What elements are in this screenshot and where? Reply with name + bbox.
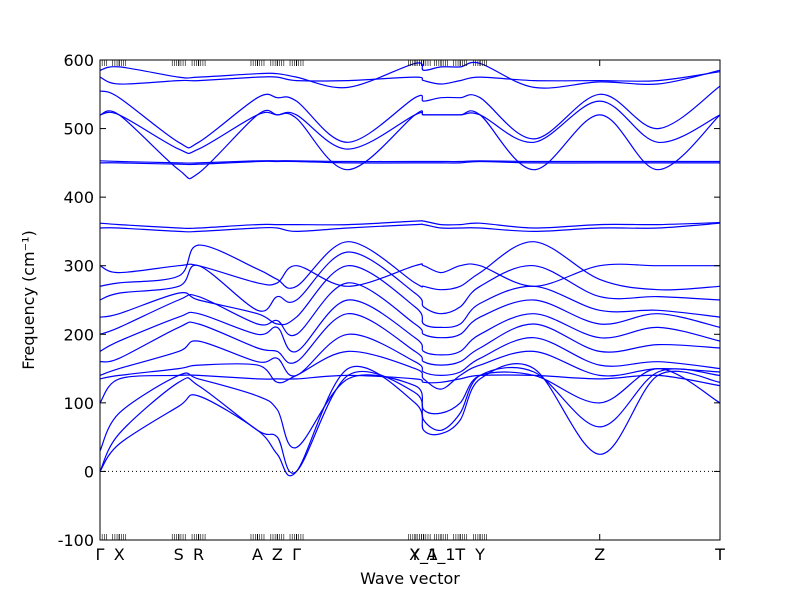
band-line-20 [99, 85, 721, 149]
band-line-4 [99, 374, 721, 404]
series-layer [99, 61, 721, 477]
band-line-1 [99, 363, 721, 477]
y-tick-label: 200 [63, 325, 94, 344]
band-line-14 [99, 222, 721, 233]
x-tick-label: A [252, 545, 263, 564]
y-tick-label: 300 [63, 257, 94, 276]
band-line-21 [99, 71, 721, 85]
band-line-12 [99, 241, 721, 291]
band-line-19 [99, 100, 721, 155]
x-axis: Γ X S R A Z Γ YX_1A_1 T Y Z T [96, 60, 725, 565]
band-line-9 [99, 282, 721, 339]
x-axis-label: Wave vector [360, 569, 460, 588]
band-line-8 [99, 299, 721, 356]
x-tick-label: S [174, 545, 184, 564]
x-tick-label: T [454, 545, 465, 564]
x-tick-label: X [114, 545, 125, 564]
band-line-13 [99, 263, 720, 287]
y-axis: -100 0 100 200 300 400 500 600 [58, 51, 720, 550]
y-tick-label: 400 [63, 188, 94, 207]
y-tick-label: 100 [63, 394, 94, 413]
band-line-7 [99, 313, 721, 366]
x-tick-label: R [193, 545, 204, 564]
band-line-6 [99, 333, 721, 377]
x-tick-label: T [714, 545, 725, 564]
band-line-5 [99, 350, 721, 390]
plot-area-background [100, 60, 720, 540]
band-line-10 [99, 265, 721, 329]
y-tick-label: -100 [58, 531, 94, 550]
band-line-2 [99, 366, 721, 474]
x-tick-label: X_1 [409, 545, 438, 565]
x-tick-label: Z [594, 545, 605, 564]
y-tick-label: 500 [63, 120, 94, 139]
band-line-11 [99, 251, 721, 315]
band-line-16 [99, 160, 720, 166]
x-tick-label: Y [474, 545, 485, 564]
y-tick-label: 0 [84, 462, 94, 481]
y-axis-label: Frequency (cm⁻¹) [19, 230, 38, 369]
x-tick-label: A_1 [426, 545, 455, 565]
band-line-3 [99, 367, 721, 452]
x-tick-label: Z [272, 545, 283, 564]
x-tick-label: Γ [292, 545, 301, 564]
plot-frame [99, 59, 721, 541]
y-tick-label: 600 [63, 51, 94, 70]
band-line-15 [99, 220, 721, 230]
band-line-17 [99, 160, 720, 164]
x-tick-label: Γ [96, 545, 105, 564]
x-tick-label: Y [409, 545, 420, 564]
